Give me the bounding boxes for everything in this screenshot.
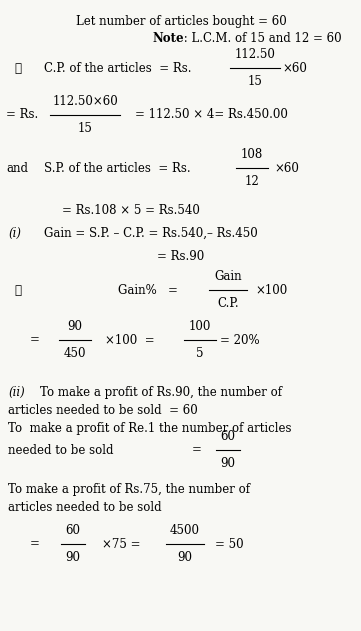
Text: ×75 =: ×75 =	[102, 538, 140, 550]
Text: Let number of articles bought = 60: Let number of articles bought = 60	[75, 15, 286, 28]
Text: 112.50: 112.50	[235, 48, 275, 61]
Text: = 112.50 × 4= Rs.450.00: = 112.50 × 4= Rs.450.00	[135, 109, 288, 122]
Text: = Rs.: = Rs.	[6, 109, 38, 122]
Text: 15: 15	[248, 75, 262, 88]
Text: articles needed to be sold  = 60: articles needed to be sold = 60	[8, 404, 198, 417]
Text: 90: 90	[65, 551, 81, 564]
Text: = Rs.90: = Rs.90	[157, 251, 205, 264]
Text: 4500: 4500	[170, 524, 200, 537]
Text: 15: 15	[78, 122, 92, 135]
Text: ∴: ∴	[14, 61, 21, 74]
Text: 60: 60	[221, 430, 235, 443]
Text: ×100  =: ×100 =	[105, 334, 155, 346]
Text: ×60: ×60	[274, 162, 299, 175]
Text: =: =	[192, 444, 202, 456]
Text: ×100: ×100	[255, 283, 287, 297]
Text: C.P. of the articles  = Rs.: C.P. of the articles = Rs.	[44, 61, 191, 74]
Text: needed to be sold: needed to be sold	[8, 444, 113, 456]
Text: S.P. of the articles  = Rs.: S.P. of the articles = Rs.	[44, 162, 191, 175]
Text: Gain = S.P. – C.P. = Rs.540,– Rs.450: Gain = S.P. – C.P. = Rs.540,– Rs.450	[44, 227, 258, 240]
Text: 108: 108	[241, 148, 263, 161]
Text: Gain: Gain	[214, 270, 242, 283]
Text: Note: Note	[152, 32, 184, 45]
Text: To make a profit of Rs.90, the number of: To make a profit of Rs.90, the number of	[40, 386, 282, 399]
Text: 90: 90	[68, 320, 83, 333]
Text: = 20%: = 20%	[220, 334, 260, 346]
Text: = 50: = 50	[215, 538, 244, 550]
Text: =: =	[30, 334, 40, 346]
Text: 5: 5	[196, 347, 204, 360]
Text: ∴: ∴	[14, 283, 21, 297]
Text: C.P.: C.P.	[217, 297, 239, 310]
Text: To make a profit of Rs.75, the number of: To make a profit of Rs.75, the number of	[8, 483, 250, 496]
Text: 450: 450	[64, 347, 86, 360]
Text: 112.50×60: 112.50×60	[52, 95, 118, 108]
Text: 90: 90	[221, 457, 235, 470]
Text: and: and	[6, 162, 28, 175]
Text: To  make a profit of Re.1 the number of articles: To make a profit of Re.1 the number of a…	[8, 422, 291, 435]
Text: : L.C.M. of 15 and 12 = 60: : L.C.M. of 15 and 12 = 60	[180, 32, 342, 45]
Text: (i): (i)	[8, 227, 21, 240]
Text: Gain%   =: Gain% =	[118, 283, 178, 297]
Text: (ii): (ii)	[8, 386, 25, 399]
Text: 60: 60	[65, 524, 81, 537]
Text: 90: 90	[178, 551, 192, 564]
Text: = Rs.108 × 5 = Rs.540: = Rs.108 × 5 = Rs.540	[62, 204, 200, 216]
Text: articles needed to be sold: articles needed to be sold	[8, 501, 162, 514]
Text: 100: 100	[189, 320, 211, 333]
Text: 12: 12	[245, 175, 259, 188]
Text: =: =	[30, 538, 40, 550]
Text: ×60: ×60	[282, 61, 307, 74]
